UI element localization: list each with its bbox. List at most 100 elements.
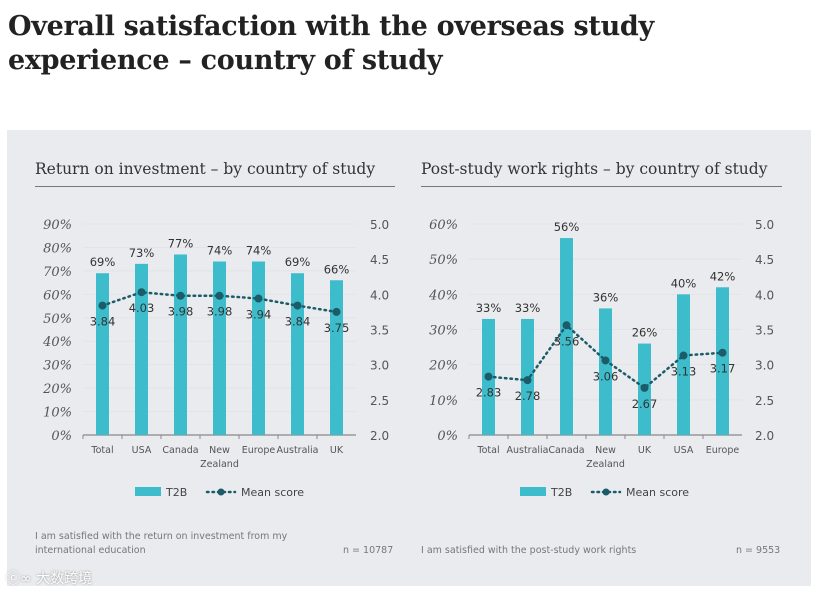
mean-score-point <box>254 294 263 303</box>
left-axis-tick: 50% <box>429 253 458 268</box>
mean-score-point <box>215 291 224 300</box>
bar-australia <box>291 273 304 435</box>
category-label: Zealand <box>200 459 239 470</box>
left-axis-tick: 10% <box>43 406 72 421</box>
left-axis-tick: 90% <box>43 218 72 233</box>
left-axis-tick: 10% <box>429 394 458 409</box>
category-label: USA <box>132 445 152 456</box>
left-axis-tick: 60% <box>429 218 458 233</box>
right-axis-tick: 4.5 <box>755 253 774 267</box>
bar-value-label: 74% <box>207 244 233 258</box>
legend-line-point <box>602 488 610 496</box>
bar-usa <box>677 294 690 435</box>
left-axis-tick: 0% <box>437 429 458 444</box>
right-axis-tick: 5.0 <box>370 218 389 232</box>
mean-score-label: 3.84 <box>285 315 311 329</box>
work-rights-sample-size: n = 9553 <box>736 545 781 556</box>
mean-score-label: 3.56 <box>554 334 580 348</box>
right-axis-tick: 4.5 <box>370 253 389 267</box>
right-axis-tick: 2.0 <box>755 429 774 443</box>
right-axis-tick: 4.0 <box>370 288 389 302</box>
left-axis-tick: 70% <box>43 265 72 280</box>
bar-new-zealand <box>599 308 612 435</box>
mean-score-label: 3.13 <box>671 365 697 379</box>
mean-score-label: 2.78 <box>515 389 541 403</box>
bar-europe <box>716 287 729 435</box>
work-rights-question-note: I am satisfied with the post-study work … <box>421 545 637 556</box>
category-label: Canada <box>548 445 584 456</box>
mean-score-point <box>562 321 571 330</box>
mean-score-label: 2.83 <box>476 386 502 400</box>
left-axis-tick: 20% <box>428 359 458 374</box>
mean-score-label: 3.98 <box>207 305 233 319</box>
legend-label-mean-score: Mean score <box>241 486 304 499</box>
mean-score-point <box>523 376 532 385</box>
left-axis-tick: 20% <box>42 382 72 397</box>
category-label: Canada <box>162 445 198 456</box>
right-axis-tick: 2.5 <box>755 394 774 408</box>
right-axis-tick: 5.0 <box>755 218 774 232</box>
bar-value-label: 69% <box>90 255 116 269</box>
bar-value-label: 42% <box>710 269 736 283</box>
watermark-text: 大数跨境 <box>36 571 93 587</box>
left-axis-tick: 40% <box>42 335 72 350</box>
roi-question-note: I am satisfied with the return on invest… <box>35 531 288 556</box>
legend-label-t2b: T2B <box>550 486 572 499</box>
bar-value-label: 36% <box>593 290 619 304</box>
mean-score-label: 3.17 <box>710 362 736 376</box>
category-label: Total <box>90 445 113 456</box>
bar-total <box>96 273 109 435</box>
category-label: Europe <box>242 445 276 456</box>
category-label: Australia <box>506 445 548 456</box>
bar-value-label: 33% <box>515 301 541 315</box>
bar-usa <box>135 263 148 435</box>
mean-score-point <box>176 291 185 300</box>
page-title: Overall satisfaction with the overseas s… <box>8 11 654 76</box>
left-axis-tick: 40% <box>428 288 458 303</box>
bar-value-label: 56% <box>554 220 580 234</box>
right-axis-tick: 2.5 <box>370 394 389 408</box>
mean-score-label: 3.94 <box>246 308 272 322</box>
mean-score-label: 3.84 <box>90 315 116 329</box>
category-label: Total <box>476 445 499 456</box>
right-axis-tick: 3.0 <box>370 359 389 373</box>
mean-score-point <box>679 351 688 360</box>
mean-score-point <box>484 372 493 381</box>
category-label: Australia <box>276 445 318 456</box>
right-axis-tick: 2.0 <box>370 429 389 443</box>
bar-value-label: 77% <box>168 236 194 250</box>
chart-title-roi: Return on investment – by country of stu… <box>35 160 395 187</box>
bar-uk <box>330 280 343 435</box>
chart-title-work-rights: Post-study work rights – by country of s… <box>421 160 782 187</box>
mean-score-label: 2.67 <box>632 397 658 411</box>
legend-line-point <box>217 488 225 496</box>
bar-canada <box>174 254 187 435</box>
left-axis-tick: 80% <box>43 241 72 256</box>
mean-score-point <box>137 288 146 297</box>
mean-score-point <box>98 301 107 310</box>
bar-value-label: 26% <box>632 326 658 340</box>
bar-value-label: 33% <box>476 301 502 315</box>
legend-bar-swatch <box>520 487 546 496</box>
right-axis-tick: 4.0 <box>755 288 774 302</box>
bar-new-zealand <box>213 261 226 435</box>
right-axis-tick: 3.5 <box>370 324 389 338</box>
category-label: UK <box>330 445 344 456</box>
legend-label-mean-score: Mean score <box>626 486 689 499</box>
left-axis-tick: 30% <box>43 359 72 374</box>
left-axis-tick: 50% <box>43 312 72 327</box>
mean-score-label: 3.98 <box>168 305 194 319</box>
bar-value-label: 73% <box>129 246 155 260</box>
mean-score-label: 4.03 <box>129 301 155 315</box>
category-label: New <box>595 445 616 456</box>
bar-value-label: 74% <box>246 244 272 258</box>
legend-bar-swatch <box>135 487 161 496</box>
category-label: USA <box>674 445 694 456</box>
left-axis-tick: 60% <box>43 288 72 303</box>
category-label: UK <box>638 445 652 456</box>
mean-score-point <box>640 383 649 392</box>
category-label: Zealand <box>586 459 625 470</box>
bar-value-label: 40% <box>671 276 697 290</box>
bar-value-label: 66% <box>324 262 350 276</box>
